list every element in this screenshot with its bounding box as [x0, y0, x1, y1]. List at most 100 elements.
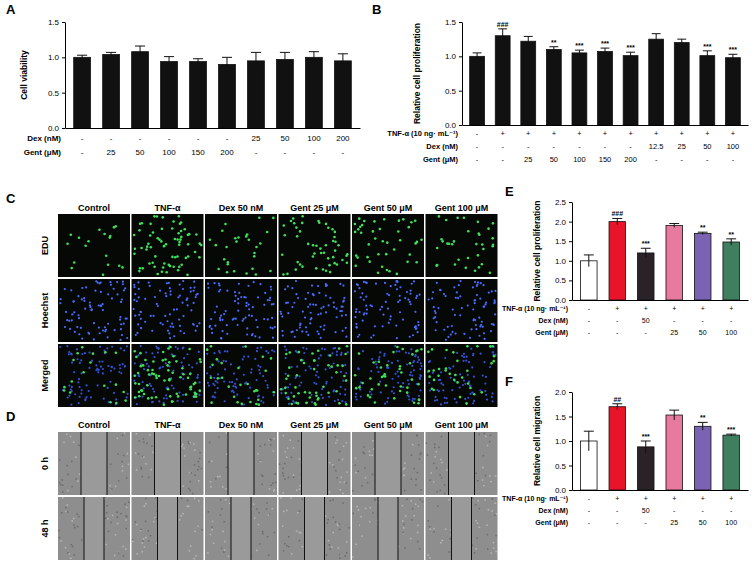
cell-dot — [180, 236, 183, 239]
cell-dot — [213, 282, 215, 284]
cell-dot — [81, 346, 84, 349]
y-tick-label: 0.5 — [48, 89, 60, 98]
cell-dot — [336, 263, 339, 266]
cell-dot — [341, 364, 343, 366]
cell-dot — [325, 223, 328, 226]
cell-dot — [334, 400, 336, 402]
cell-dot — [421, 365, 423, 367]
panel-label: B — [372, 2, 381, 17]
cell-dot — [311, 352, 314, 355]
cell-dot — [382, 325, 384, 327]
cell-dot — [199, 361, 202, 364]
cell-dot — [140, 247, 143, 250]
cell-dot — [83, 300, 85, 302]
cell-dot — [459, 373, 461, 375]
cell-dot — [198, 381, 200, 383]
cell-dot — [179, 325, 181, 327]
cell-dot — [77, 295, 79, 297]
texture-speck — [183, 447, 185, 449]
table-cell: - — [501, 155, 504, 164]
table-row-label: TNF-α (10 ng· mL⁻¹) — [502, 305, 568, 313]
error-bar-cap — [703, 50, 712, 51]
cell-dot — [399, 311, 401, 313]
texture-speck — [138, 453, 140, 455]
cell-dot — [380, 391, 382, 393]
cell-dot — [285, 349, 287, 351]
cell-dot — [121, 266, 124, 269]
cell-dot — [299, 375, 301, 377]
cell-dot — [233, 373, 235, 375]
cell-dot — [141, 390, 144, 393]
error-bar — [612, 404, 622, 410]
cell-dot — [390, 285, 392, 287]
bar — [598, 52, 613, 125]
cell-dot — [118, 264, 121, 267]
cell-dot — [341, 365, 344, 368]
micrograph — [132, 432, 204, 495]
y-tick-mark — [569, 300, 572, 301]
cell-dot — [333, 236, 336, 239]
cell-dot — [185, 393, 188, 396]
cell-dot — [339, 310, 341, 312]
micrograph-background — [352, 344, 424, 407]
cell-dot — [148, 262, 151, 265]
cell-dot — [223, 400, 225, 402]
error-bar — [641, 248, 651, 257]
table-cell: 25 — [670, 329, 678, 336]
cell-dot — [235, 240, 238, 243]
texture-speck — [79, 473, 81, 475]
error-bar-stem — [313, 52, 314, 63]
cell-dot — [388, 322, 390, 324]
cell-dot — [324, 348, 326, 350]
cell-dot — [158, 400, 160, 402]
cell-dot — [85, 396, 87, 398]
cell-dot — [462, 384, 464, 386]
y-tick-label: 0.5 — [555, 276, 567, 285]
cell-dot — [140, 389, 143, 392]
cell-dot — [133, 380, 135, 382]
cell-dot — [138, 383, 141, 386]
cell-dot — [290, 392, 292, 394]
cell-dot — [78, 378, 80, 380]
cell-dot — [66, 319, 68, 321]
error-bar — [524, 36, 533, 46]
error-bar-cap — [575, 50, 584, 51]
error-bar-stem — [656, 34, 657, 45]
cell-dot — [118, 371, 120, 373]
cell-dot — [474, 299, 476, 301]
cell-dot — [207, 283, 209, 285]
table-cell: - — [284, 148, 287, 157]
cell-dot — [471, 366, 473, 368]
cell-dot — [108, 236, 111, 239]
cell-dot — [183, 357, 185, 359]
cell-dot — [304, 369, 306, 371]
cell-dot — [382, 314, 384, 316]
cell-dot — [291, 306, 293, 308]
cell-dot — [381, 376, 384, 379]
cell-dot — [225, 246, 228, 249]
error-bar — [726, 434, 736, 436]
cell-dot — [286, 273, 289, 276]
cell-dot — [469, 385, 471, 387]
cell-dot — [368, 260, 371, 263]
cell-dot — [397, 230, 400, 233]
cell-dot — [434, 316, 436, 318]
bar — [103, 55, 120, 128]
texture-speck — [136, 433, 138, 435]
cell-dot — [274, 326, 276, 328]
cell-dot — [478, 233, 481, 236]
cell-dot — [343, 375, 346, 378]
cell-dot — [144, 298, 146, 300]
cell-dot — [467, 397, 469, 399]
cell-dot — [196, 325, 198, 327]
cell-dot — [247, 285, 249, 287]
cell-dot — [173, 387, 175, 389]
cell-dot — [345, 314, 347, 316]
cell-dot — [493, 355, 496, 358]
cell-dot — [102, 273, 105, 276]
micrograph-background — [58, 432, 130, 495]
cell-dot — [492, 351, 494, 353]
cell-dot — [374, 401, 377, 404]
cell-dot — [224, 368, 226, 370]
cell-dot — [158, 375, 161, 378]
